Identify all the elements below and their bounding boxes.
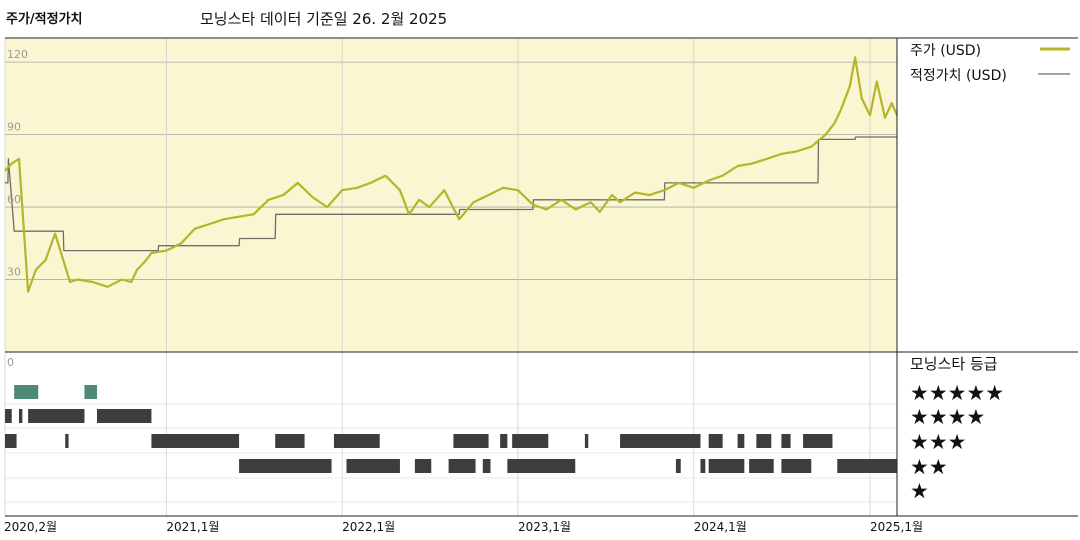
y-tick-label-60: 60 [7, 193, 21, 206]
x-tick-label-3: 2023,1월 [518, 520, 571, 534]
rating-bar-3star-9 [620, 434, 701, 448]
chart-labels: 30 60 90 120 0 2020,2월 2021,1월 2022,1월 2023,1월 20… [4, 43, 1070, 534]
rating-bar-2star-4 [482, 459, 491, 473]
rating-bar-2star-11 [837, 459, 897, 473]
rating-bar-3star-4 [333, 434, 380, 448]
rating-bar-4star-2 [28, 409, 85, 423]
rating-bar-2star-9 [749, 459, 774, 473]
rating-legend-5star: ★★★★★ [910, 381, 1004, 405]
rating-bar-3star-2 [151, 434, 240, 448]
y-tick-label-90: 90 [7, 121, 21, 134]
legend-fair-value-label: 적정가치 (USD) [910, 68, 1007, 84]
legend-price-label: 주가 (USD) [910, 43, 981, 59]
rating-bar-4star-3 [96, 409, 152, 423]
rating-bar-3star-6 [500, 434, 508, 448]
series-lines [4, 56, 899, 293]
chart-frame [5, 37, 1078, 517]
x-tick-label-1: 2021,1월 [166, 520, 219, 534]
chart-subtitle: 모닝스타 데이터 기준일 26. 2월 2025 [200, 10, 448, 28]
rating-bar-3star-14 [803, 434, 833, 448]
x-tick-label-4: 2024,1월 [694, 520, 747, 534]
y-tick-label-30: 30 [7, 266, 21, 279]
x-tick-label-2: 2022,1월 [342, 520, 395, 534]
rating-timeline [5, 385, 897, 473]
rating-legend-2star: ★★ [910, 455, 948, 479]
rating-legend-1star: ★ [910, 479, 929, 503]
rating-bar-2star-3 [448, 459, 476, 473]
rating-bar-3star-10 [708, 434, 723, 448]
rating-y-tick-label: 0 [7, 356, 14, 369]
rating-bar-3star-8 [584, 434, 589, 448]
rating-bar-2star-7 [700, 459, 706, 473]
chart-title: 주가/적정가치 [6, 12, 83, 27]
rating-bar-3star-3 [275, 434, 305, 448]
rating-bar-3star-5 [453, 434, 489, 448]
x-tick-label-5: 2025,1월 [870, 520, 923, 534]
plot-background [5, 38, 897, 516]
rating-bar-3star-11 [737, 434, 745, 448]
price-plot-area [5, 38, 897, 352]
rating-bar-2star-0 [239, 459, 332, 473]
rating-bar-3star-0 [5, 434, 17, 448]
x-tick-label-0: 2020,2월 [4, 520, 57, 534]
rating-bar-5star-0 [14, 385, 39, 399]
rating-bar-3star-1 [65, 434, 69, 448]
rating-legend-title: 모닝스타 등급 [910, 355, 998, 373]
rating-bar-2star-1 [346, 459, 400, 473]
rating-bar-3star-13 [781, 434, 791, 448]
rating-bar-5star-1 [84, 385, 97, 399]
rating-bar-4star-1 [18, 409, 23, 423]
rating-bar-4star-0 [5, 409, 12, 423]
grid-lines [4, 38, 897, 516]
rating-bar-3star-12 [756, 434, 772, 448]
rating-bar-3star-7 [512, 434, 549, 448]
rating-bar-2star-8 [708, 459, 745, 473]
rating-bar-2star-6 [675, 459, 681, 473]
rating-bar-2star-10 [781, 459, 812, 473]
y-tick-label-120: 120 [7, 48, 28, 61]
fair-value-line [5, 136, 897, 252]
rating-legend-4star: ★★★★ [910, 405, 985, 429]
rating-bar-2star-5 [507, 459, 576, 473]
price-line [4, 56, 899, 293]
rating-legend-3star: ★★★ [910, 430, 966, 454]
rating-bar-2star-2 [414, 459, 432, 473]
